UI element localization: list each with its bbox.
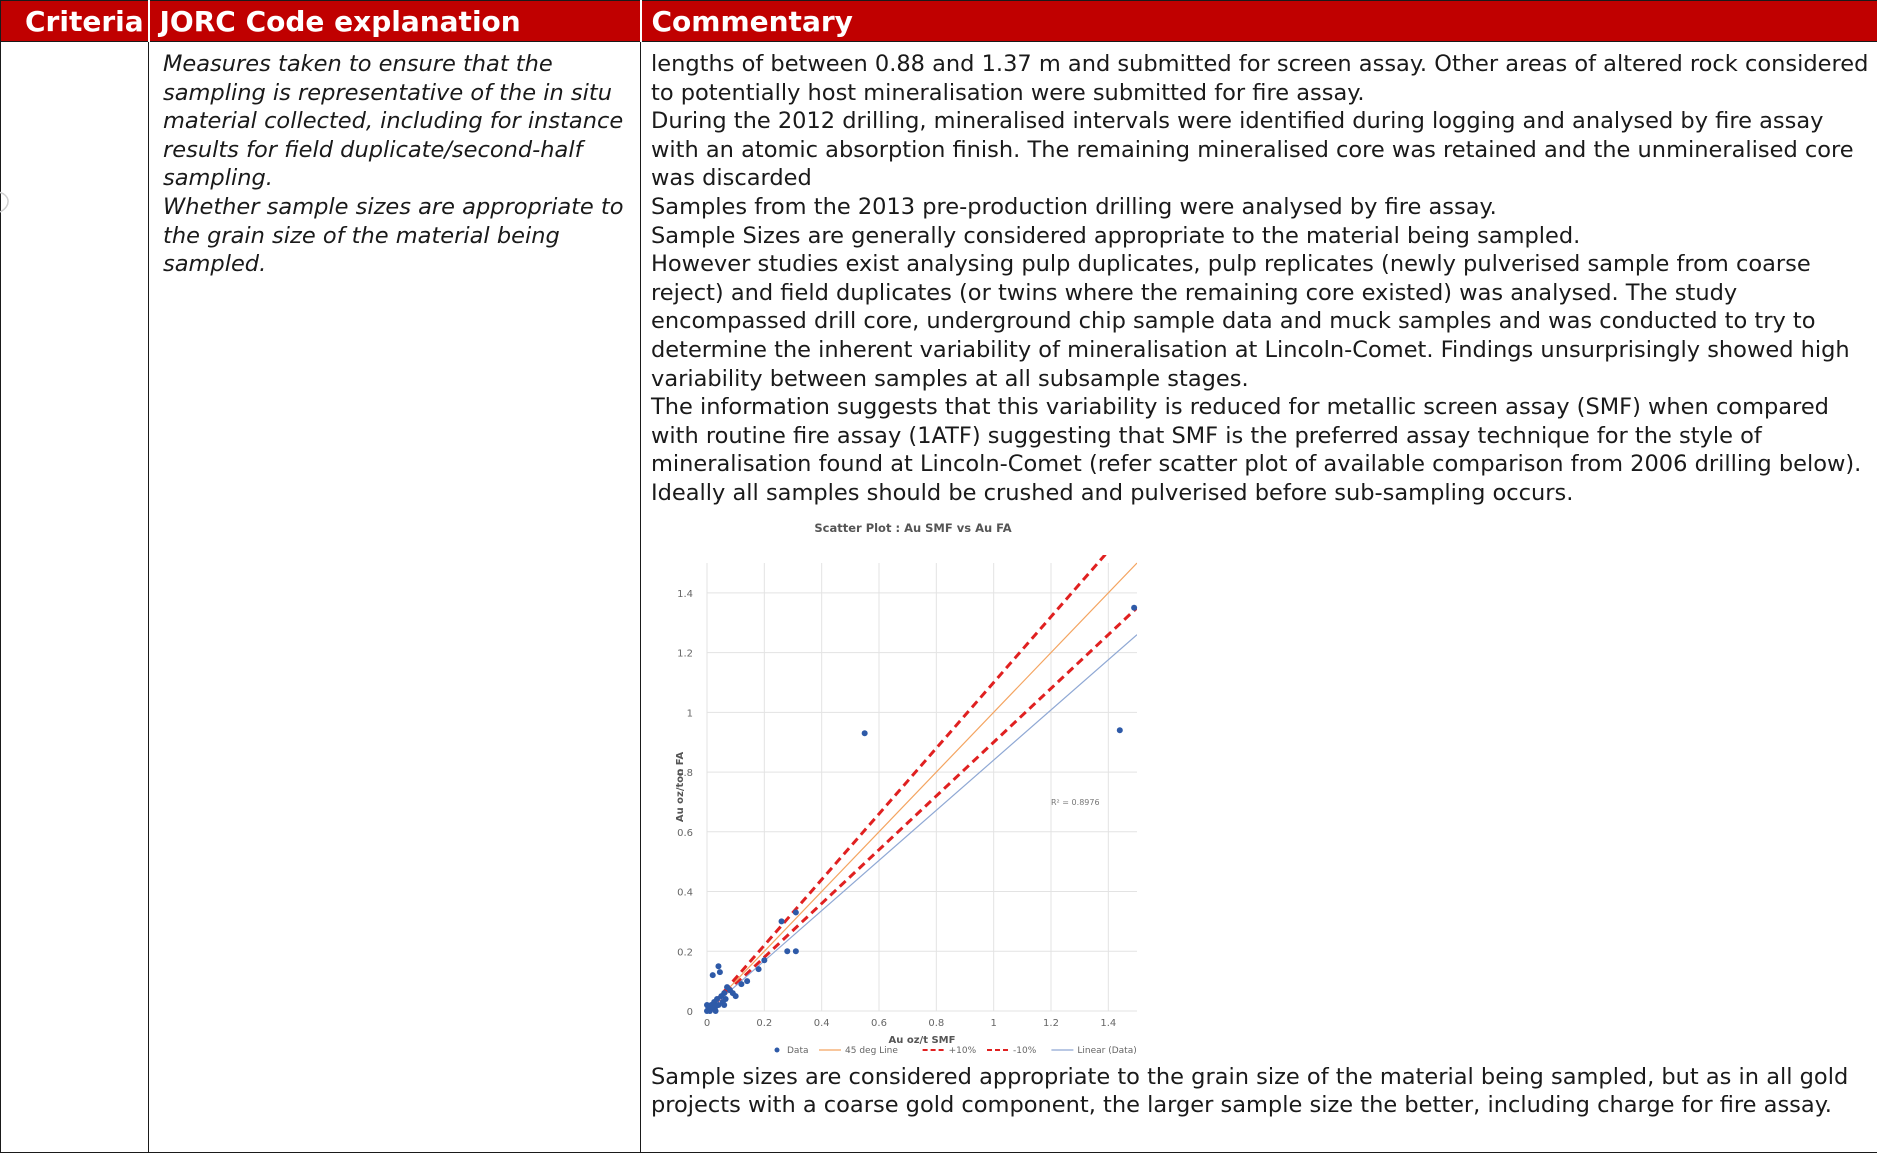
header-explanation: JORC Code explanation bbox=[149, 1, 641, 42]
scatter-chart: Scatter Plot : Au SMF vs Au FA 0 0.2 0.4 0.6… bbox=[651, 508, 1231, 1063]
data-point bbox=[1131, 604, 1137, 610]
commentary-cell: lengths of between 0.88 and 1.37 m and s… bbox=[641, 42, 1877, 1153]
data-point bbox=[715, 963, 721, 969]
commentary-paragraph: Samples from the 2013 pre-production dri… bbox=[651, 193, 1869, 222]
y-axis-label: Au oz/ton FA bbox=[675, 751, 686, 822]
commentary-paragraph: Sample sizes are considered appropriate … bbox=[651, 1063, 1869, 1120]
chart-title: Scatter Plot : Au SMF vs Au FA bbox=[814, 521, 1011, 535]
header-criteria: Criteria bbox=[1, 1, 149, 42]
explanation-paragraph: Whether sample sizes are appropriate to … bbox=[163, 193, 630, 279]
commentary-paragraph: However studies exist analysing pulp dup… bbox=[651, 250, 1869, 393]
y-tick-label: 0.6 bbox=[677, 827, 693, 838]
legend-label: Data bbox=[787, 1046, 809, 1056]
data-point bbox=[713, 1008, 719, 1014]
x-tick-label: 1.2 bbox=[1043, 1018, 1059, 1029]
data-point bbox=[779, 918, 785, 924]
explanation-cell: Measures taken to ensure that the sampli… bbox=[149, 42, 641, 1153]
commentary-paragraph: Sample Sizes are generally considered ap… bbox=[651, 222, 1869, 251]
legend-label: +10% bbox=[949, 1046, 977, 1056]
legend-label: Linear (Data) bbox=[1077, 1046, 1136, 1056]
data-point bbox=[721, 1002, 727, 1008]
page-edge-mark-icon bbox=[0, 188, 16, 216]
data-point bbox=[738, 981, 744, 987]
x-tick-label: 1 bbox=[990, 1018, 996, 1029]
y-tick-label: 1 bbox=[687, 708, 693, 719]
data-point bbox=[717, 969, 723, 975]
data-point bbox=[730, 990, 736, 996]
data-point bbox=[784, 948, 790, 954]
criteria-cell bbox=[1, 42, 149, 1153]
x-axis-label: Au oz/t SMF bbox=[889, 1035, 956, 1046]
commentary-paragraph: The information suggests that this varia… bbox=[651, 393, 1869, 507]
x-tick-label: 0.4 bbox=[814, 1018, 830, 1029]
series-line-45-deg-line bbox=[707, 563, 1137, 1011]
scatter-chart-svg: Scatter Plot : Au SMF vs Au FA 0 0.2 0.4 0.6… bbox=[651, 508, 1231, 1063]
x-tick-label: 0.2 bbox=[756, 1018, 772, 1029]
explanation-paragraph: Measures taken to ensure that the sampli… bbox=[163, 50, 630, 193]
y-tick-label: 1.2 bbox=[677, 648, 693, 659]
y-tick-label: 0.2 bbox=[677, 947, 693, 958]
commentary-paragraph: lengths of between 0.88 and 1.37 m and s… bbox=[651, 50, 1869, 107]
x-tick-label: 0.6 bbox=[871, 1018, 887, 1029]
header-commentary: Commentary bbox=[641, 1, 1877, 42]
series-line-linear-data- bbox=[707, 634, 1137, 1010]
x-tick-label: 1.4 bbox=[1100, 1018, 1116, 1029]
data-point bbox=[744, 978, 750, 984]
data-point bbox=[707, 1008, 713, 1014]
r-squared-annotation: R² = 0.8976 bbox=[1051, 797, 1100, 806]
data-point bbox=[710, 972, 716, 978]
data-point bbox=[793, 909, 799, 915]
commentary-paragraph: During the 2012 drilling, mineralised in… bbox=[651, 107, 1869, 193]
legend-marker bbox=[775, 1047, 780, 1052]
series-line--10- bbox=[707, 518, 1137, 1011]
data-point bbox=[756, 966, 762, 972]
data-point bbox=[793, 948, 799, 954]
data-point bbox=[723, 996, 729, 1002]
legend-label: -10% bbox=[1013, 1046, 1037, 1056]
x-tick-label: 0 bbox=[704, 1018, 710, 1029]
data-point bbox=[862, 730, 868, 736]
data-point bbox=[721, 990, 727, 996]
table-row: Measures taken to ensure that the sampli… bbox=[1, 42, 1877, 1153]
y-tick-label: 1.4 bbox=[677, 588, 693, 599]
y-tick-label: 0 bbox=[687, 1007, 693, 1018]
x-tick-label: 0.8 bbox=[928, 1018, 944, 1029]
series-line--10- bbox=[707, 607, 1137, 1010]
data-point bbox=[761, 957, 767, 963]
header-row: Criteria JORC Code explanation Commentar… bbox=[1, 1, 1877, 42]
data-point bbox=[1117, 727, 1123, 733]
data-point bbox=[704, 1002, 710, 1008]
y-tick-label: 0.4 bbox=[677, 887, 693, 898]
legend-label: 45 deg Line bbox=[845, 1046, 898, 1056]
